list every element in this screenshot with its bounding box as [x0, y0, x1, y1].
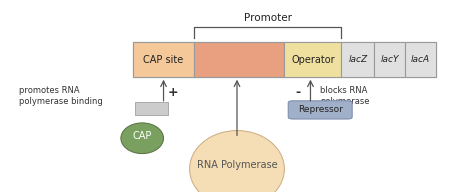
Text: promotes RNA
polymerase binding: promotes RNA polymerase binding	[19, 86, 103, 106]
Text: RNA Polymerase: RNA Polymerase	[197, 160, 277, 170]
Text: Promoter: Promoter	[244, 13, 292, 23]
Bar	[341, 42, 374, 77]
Text: Repressor: Repressor	[298, 105, 343, 114]
Text: lacZ: lacZ	[348, 55, 367, 64]
Bar	[374, 42, 405, 77]
FancyBboxPatch shape	[288, 101, 352, 119]
Bar	[405, 42, 436, 77]
Text: CAP: CAP	[133, 131, 152, 141]
Text: CAP site: CAP site	[144, 55, 183, 65]
Text: Operator: Operator	[291, 55, 335, 65]
Bar	[133, 42, 194, 77]
Text: +: +	[168, 86, 178, 99]
Text: blocks RNA
polymerase: blocks RNA polymerase	[320, 86, 369, 106]
Text: -: -	[295, 86, 300, 99]
Ellipse shape	[121, 123, 164, 154]
Text: lacY: lacY	[381, 55, 399, 64]
Ellipse shape	[190, 131, 284, 192]
Bar	[194, 42, 284, 77]
Text: lacA: lacA	[411, 55, 430, 64]
Bar	[133, 42, 436, 77]
FancyBboxPatch shape	[135, 102, 168, 115]
Bar	[284, 42, 341, 77]
